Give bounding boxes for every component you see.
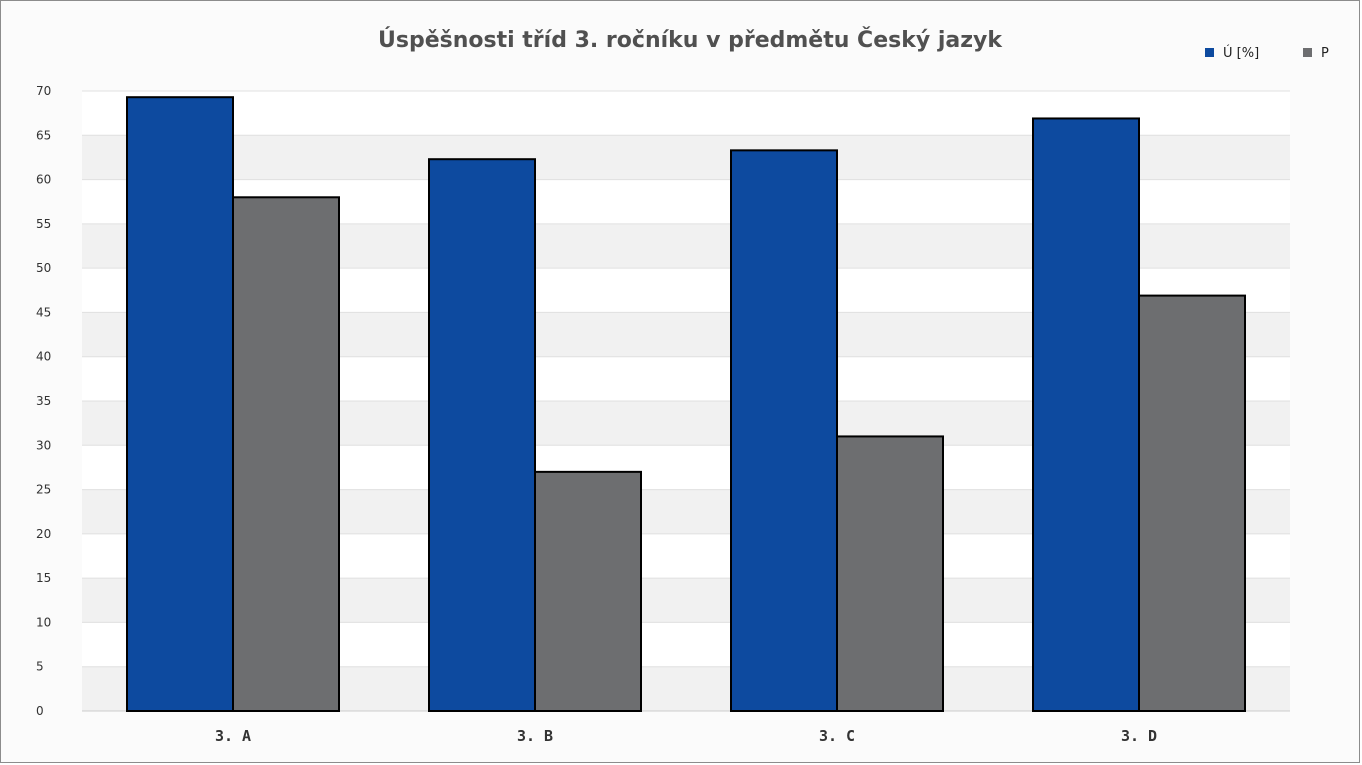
y-tick-label: 65	[36, 128, 51, 142]
y-axis-ticks: 0 5 10 15 20 25 30 35 40 45 50 55 60 65 70	[36, 84, 51, 718]
y-tick-label: 20	[36, 527, 51, 541]
y-tick-label: 55	[36, 217, 51, 231]
y-tick-label: 35	[36, 394, 51, 408]
x-category-label: 3. A	[215, 727, 251, 745]
bar-p-1	[534, 470, 642, 712]
y-tick-label: 0	[36, 704, 44, 718]
x-category-label: 3. C	[819, 727, 855, 745]
y-tick-label: 5	[36, 660, 44, 674]
y-tick-label: 10	[36, 615, 51, 629]
x-category-label: 3. B	[517, 727, 553, 745]
bar-p-2	[836, 435, 944, 712]
x-category-label: 3. D	[1121, 727, 1157, 745]
legend-swatch	[1205, 48, 1214, 57]
y-tick-label: 25	[36, 483, 51, 497]
y-tick-label: 15	[36, 571, 51, 585]
bar-u-1	[428, 158, 536, 712]
y-tick-label: 45	[36, 305, 51, 319]
y-tick-label: 70	[36, 84, 51, 98]
legend-label: P	[1321, 46, 1329, 61]
bar-u-3	[1032, 117, 1140, 712]
y-tick-label: 40	[36, 350, 51, 364]
bar-u-0	[126, 96, 234, 712]
bar-u-2	[730, 149, 838, 713]
y-tick-label: 60	[36, 173, 51, 187]
y-tick-label: 30	[36, 438, 51, 452]
bars	[126, 96, 1246, 713]
legend-label: Ú [%]	[1223, 45, 1259, 61]
y-tick-label: 50	[36, 261, 51, 275]
legend: Ú [%] P	[1205, 45, 1329, 61]
bar-p-3	[1138, 294, 1246, 712]
bar-p-0	[232, 196, 340, 713]
x-axis-categories: 3. A 3. B 3. C 3. D	[215, 727, 1157, 745]
legend-swatch	[1303, 48, 1312, 57]
chart-title: Úspěšnosti tříd 3. ročníku v předmětu Če…	[378, 27, 1003, 53]
